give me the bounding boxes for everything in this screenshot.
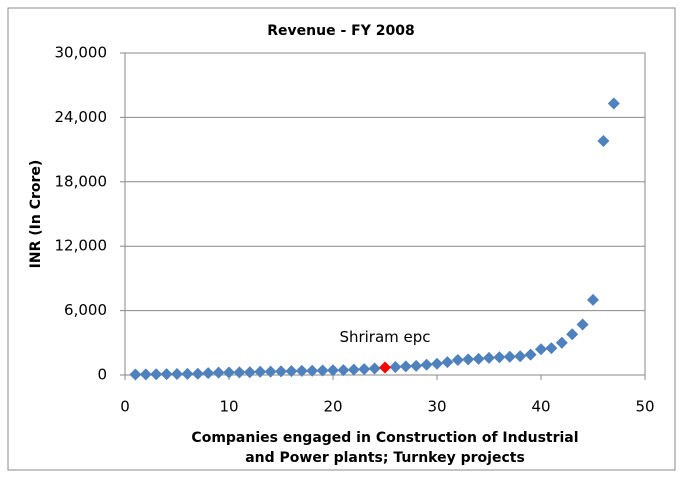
data-point — [160, 368, 173, 381]
data-point — [379, 361, 391, 374]
data-point — [451, 353, 464, 366]
point-annotation: Shriram epc — [339, 328, 430, 346]
data-point — [327, 364, 339, 377]
data-point — [295, 364, 308, 377]
x-tick-label: 0 — [120, 398, 130, 416]
y-tick-label: 12,000 — [55, 237, 108, 255]
data-point — [399, 360, 412, 373]
data-point — [233, 366, 246, 379]
data-point — [607, 97, 620, 110]
data-point — [150, 368, 163, 381]
data-point — [285, 365, 298, 378]
data-point — [337, 364, 350, 377]
data-point — [472, 352, 485, 365]
x-tick-label: 20 — [323, 398, 342, 416]
y-axis-title: INR (In Crore) — [28, 160, 44, 269]
data-point — [368, 362, 381, 375]
data-point — [306, 364, 319, 377]
x-tick-label: 10 — [219, 398, 238, 416]
data-point — [514, 350, 527, 363]
data-point — [264, 365, 277, 378]
data-point — [420, 358, 433, 371]
data-point — [410, 359, 423, 372]
data-point — [358, 363, 371, 376]
data-point — [139, 368, 152, 381]
data-point — [347, 363, 360, 376]
data-point — [462, 353, 475, 366]
y-tick-label: 30,000 — [55, 44, 108, 62]
data-point — [191, 367, 204, 380]
data-point — [431, 357, 443, 370]
data-point — [243, 366, 256, 379]
y-tick-label: 0 — [97, 366, 107, 384]
chart-title: Revenue - FY 2008 — [267, 23, 414, 39]
y-tick-label: 24,000 — [55, 108, 108, 126]
x-axis-title: Companies engaged in Construction of Ind… — [191, 430, 579, 466]
data-point — [524, 348, 537, 361]
data-point — [545, 342, 558, 355]
x-tick-label: 50 — [635, 398, 654, 416]
data-point — [587, 293, 599, 306]
data-point — [535, 343, 547, 356]
x-tick-label: 40 — [531, 398, 550, 416]
data-point — [212, 366, 225, 379]
data-point — [597, 135, 610, 148]
data-point — [555, 336, 568, 349]
data-point — [576, 318, 589, 331]
data-point — [441, 356, 454, 369]
data-point — [503, 350, 516, 363]
data-point — [566, 328, 579, 341]
data-point — [171, 368, 183, 381]
y-tick-label: 6,000 — [64, 301, 107, 319]
x-tick-label: 30 — [427, 398, 446, 416]
data-point — [483, 351, 495, 364]
data-point — [202, 367, 215, 380]
y-tick-label: 18,000 — [55, 172, 108, 190]
data-point — [389, 360, 402, 373]
data-point — [316, 364, 329, 377]
chart-border — [7, 7, 676, 471]
data-point — [223, 366, 235, 379]
data-point — [275, 365, 287, 378]
data-point — [493, 351, 506, 364]
data-point — [129, 368, 142, 381]
data-point — [181, 367, 194, 380]
data-point — [254, 365, 267, 378]
